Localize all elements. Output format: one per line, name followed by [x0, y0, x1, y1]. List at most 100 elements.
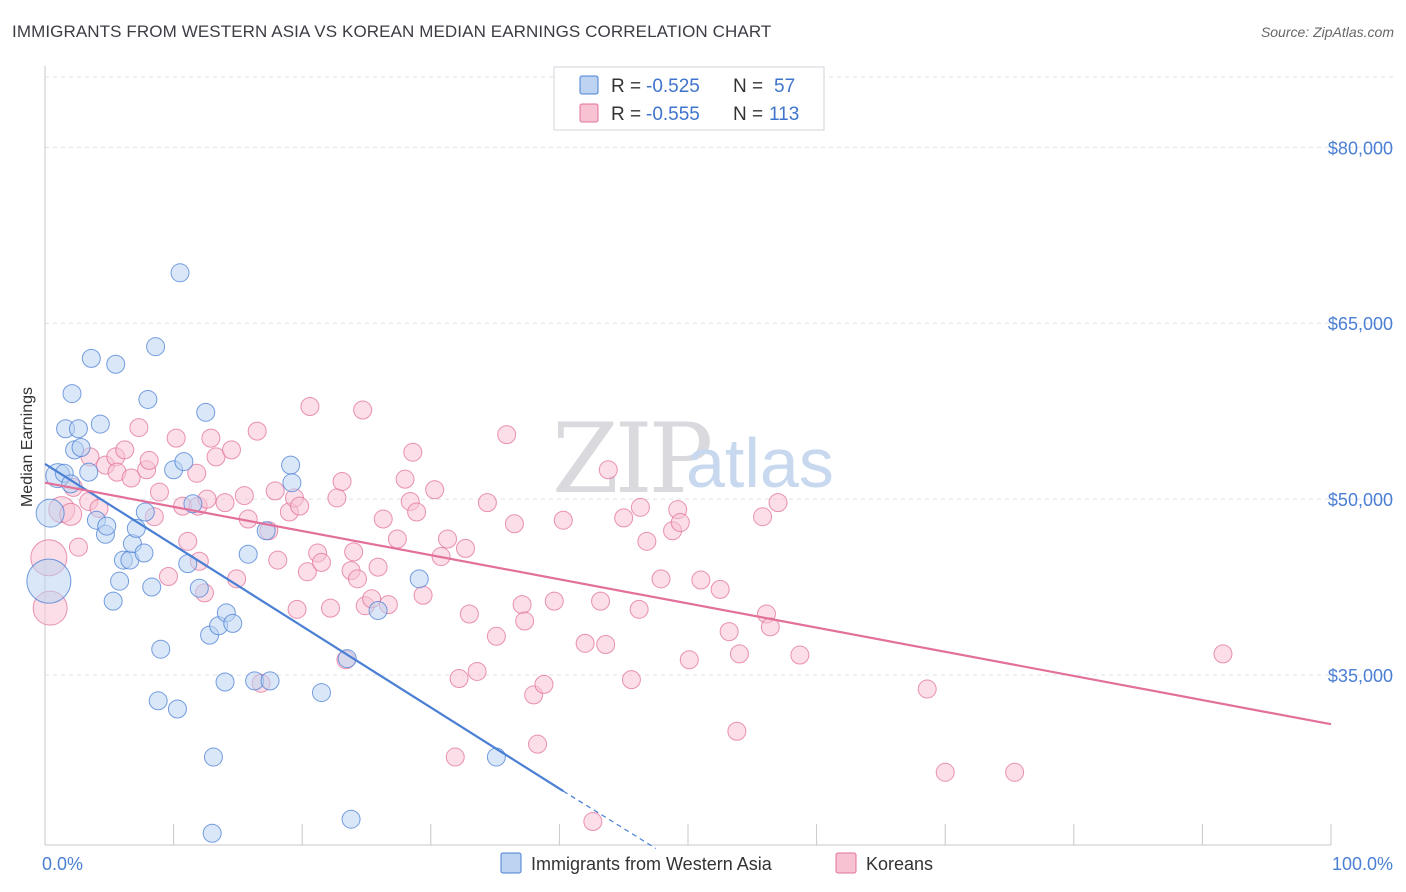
point-koreans-87 — [583, 812, 603, 832]
point-koreans-91 — [614, 508, 634, 528]
point-koreans-61 — [387, 529, 407, 549]
x-tick-label-0: 0.0% — [42, 854, 83, 874]
point-western-asia-45 — [238, 544, 258, 564]
point-koreans-23 — [187, 463, 207, 483]
point-western-asia-16 — [103, 591, 123, 611]
point-koreans-12 — [115, 440, 135, 460]
series-western-asia — [26, 263, 506, 843]
point-koreans-35 — [247, 421, 267, 441]
point-western-asia-25 — [138, 389, 158, 409]
point-koreans-88 — [591, 591, 611, 611]
point-koreans-92 — [621, 670, 641, 690]
point-koreans-71 — [449, 669, 469, 689]
point-koreans-28 — [201, 428, 221, 448]
point-western-asia-9 — [71, 438, 91, 458]
point-koreans-70 — [445, 747, 465, 767]
point-koreans-80 — [515, 611, 535, 631]
point-koreans-100 — [679, 650, 699, 670]
legend: R = -0.525 N = 57 R = -0.555 N = 113 — [553, 66, 825, 131]
point-koreans-101 — [691, 570, 711, 590]
y-tick-labels: $35,000 $50,000 $65,000 $80,000 — [1328, 138, 1393, 686]
legend-n-label-2: N = — [733, 104, 763, 125]
bottom-legend-label-western-asia: Immigrants from Western Asia — [531, 854, 773, 874]
legend-r-label-1: R = — [611, 76, 641, 97]
point-koreans-47 — [311, 552, 331, 572]
source-label: Source: ZipAtlas.com — [1260, 24, 1394, 40]
point-western-asia-54 — [368, 600, 388, 620]
trendline-western-asia — [44, 463, 564, 792]
point-koreans-112 — [935, 762, 955, 782]
point-western-asia-23 — [134, 543, 154, 563]
point-western-asia-32 — [170, 263, 190, 283]
point-western-asia-51 — [311, 683, 331, 703]
point-koreans-90 — [598, 460, 618, 480]
point-koreans-33 — [234, 486, 254, 506]
point-western-asia-31 — [167, 699, 187, 719]
point-western-asia-27 — [146, 337, 166, 357]
point-koreans-102 — [710, 579, 730, 599]
point-koreans-62 — [395, 469, 415, 489]
point-koreans-109 — [768, 493, 788, 513]
point-koreans-65 — [407, 502, 427, 522]
y-tick-label-1: $50,000 — [1328, 490, 1393, 510]
point-western-asia-39 — [202, 823, 222, 843]
point-western-asia-6 — [62, 384, 82, 404]
point-western-asia-11 — [81, 348, 101, 368]
point-koreans-16 — [139, 450, 159, 470]
axes — [44, 66, 1332, 846]
point-koreans-29 — [206, 447, 226, 467]
legend-box — [553, 66, 825, 131]
point-western-asia-10 — [79, 462, 99, 482]
point-koreans-106 — [753, 507, 773, 527]
legend-n-value-2: 113 — [769, 104, 799, 125]
point-western-asia-8 — [68, 419, 88, 439]
point-koreans-44 — [297, 562, 317, 582]
point-koreans-64 — [403, 442, 423, 462]
point-koreans-111 — [917, 679, 937, 699]
legend-swatch-pink — [579, 103, 599, 123]
point-koreans-89 — [596, 634, 616, 654]
point-western-asia-49 — [281, 455, 301, 475]
point-koreans-72 — [456, 538, 476, 558]
watermark: ZIP atlas — [552, 403, 834, 515]
point-western-asia-35 — [183, 494, 203, 514]
point-western-asia-24 — [135, 502, 155, 522]
legend-n-label-1: N = — [733, 76, 763, 97]
point-koreans-55 — [353, 400, 373, 420]
legend-r-value-2: -0.555 — [646, 104, 700, 125]
point-western-asia-55 — [409, 569, 429, 589]
x-tick-labels: 0.0% 100.0% — [42, 854, 1393, 874]
point-koreans-78 — [504, 514, 524, 534]
point-koreans-54 — [347, 569, 367, 589]
point-koreans-43 — [290, 496, 310, 516]
point-koreans-82 — [528, 734, 548, 754]
legend-r-value-1: -0.525 — [646, 76, 700, 97]
legend-swatch-blue — [579, 75, 599, 95]
point-western-asia-13 — [90, 414, 110, 434]
point-western-asia-50 — [282, 473, 302, 493]
trendlines — [44, 463, 1332, 850]
point-western-asia-42 — [215, 672, 235, 692]
bottom-legend: Immigrants from Western Asia Koreans — [500, 852, 933, 874]
point-koreans-22 — [178, 531, 198, 551]
x-tick-label-1: 100.0% — [1332, 854, 1393, 874]
point-koreans-77 — [497, 425, 517, 445]
point-koreans-110 — [790, 645, 810, 665]
point-western-asia-40 — [203, 747, 223, 767]
point-koreans-53 — [344, 542, 364, 562]
point-koreans-99 — [670, 513, 690, 533]
watermark-zip: ZIP — [552, 403, 711, 515]
point-koreans-85 — [553, 510, 573, 530]
point-koreans-13 — [121, 468, 141, 488]
legend-n-value-1: 57 — [774, 76, 795, 97]
point-koreans-94 — [630, 497, 650, 517]
point-western-asia-33 — [174, 452, 194, 472]
point-western-asia-44 — [223, 613, 243, 633]
bottom-legend-label-koreans: Koreans — [866, 854, 933, 874]
point-koreans-93 — [629, 599, 649, 619]
point-koreans-58 — [368, 557, 388, 577]
watermark-atlas: atlas — [686, 424, 834, 502]
point-koreans-39 — [268, 550, 288, 570]
point-koreans-48 — [320, 598, 340, 618]
point-western-asia-56 — [486, 747, 506, 767]
